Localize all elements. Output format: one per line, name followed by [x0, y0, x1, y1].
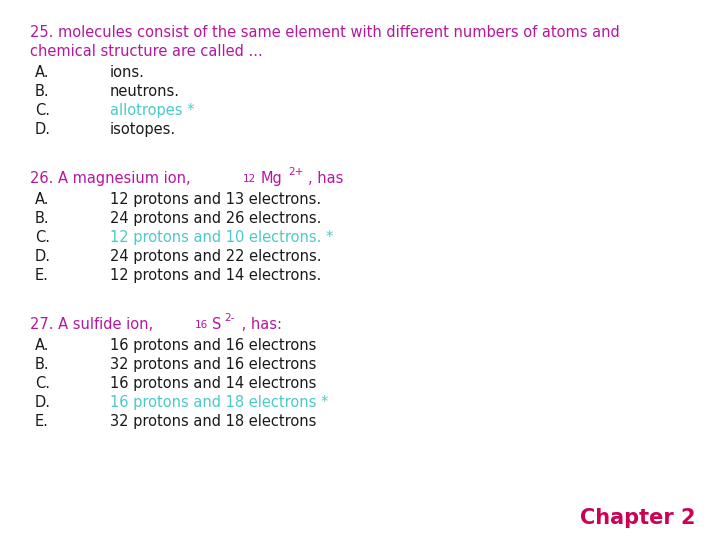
Text: S: S	[212, 317, 221, 332]
Text: 16: 16	[195, 320, 208, 330]
Text: , has:: , has:	[238, 317, 282, 332]
Text: C.: C.	[35, 230, 50, 245]
Text: 12 protons and 13 electrons.: 12 protons and 13 electrons.	[110, 192, 321, 207]
Text: A.: A.	[35, 338, 50, 353]
Text: 2-: 2-	[224, 313, 235, 323]
Text: allotropes *: allotropes *	[110, 103, 194, 118]
Text: 12: 12	[243, 174, 256, 184]
Text: A.: A.	[35, 65, 50, 80]
Text: C.: C.	[35, 103, 50, 118]
Text: , has: , has	[308, 171, 343, 186]
Text: D.: D.	[35, 249, 51, 264]
Text: C.: C.	[35, 376, 50, 391]
Text: 12: 12	[243, 174, 256, 184]
Text: D.: D.	[35, 122, 51, 137]
Text: Chapter 2: Chapter 2	[580, 508, 695, 528]
Text: 24 protons and 22 electrons.: 24 protons and 22 electrons.	[110, 249, 322, 264]
Text: E.: E.	[35, 414, 49, 429]
Text: A.: A.	[35, 192, 50, 207]
Text: 27. A sulfide ion,: 27. A sulfide ion,	[30, 317, 158, 332]
Text: 16 protons and 14 electrons: 16 protons and 14 electrons	[110, 376, 316, 391]
Text: 12 protons and 14 electrons.: 12 protons and 14 electrons.	[110, 268, 321, 283]
Text: 26. A magnesium ion,: 26. A magnesium ion,	[30, 171, 195, 186]
Text: 24 protons and 26 electrons.: 24 protons and 26 electrons.	[110, 211, 321, 226]
Text: 16 protons and 18 electrons *: 16 protons and 18 electrons *	[110, 395, 328, 410]
Text: 25. molecules consist of the same element with different numbers of atoms and: 25. molecules consist of the same elemen…	[30, 25, 620, 40]
Text: 16: 16	[195, 320, 208, 330]
Text: B.: B.	[35, 211, 50, 226]
Text: D.: D.	[35, 395, 51, 410]
Text: B.: B.	[35, 357, 50, 372]
Text: 2-: 2-	[224, 313, 235, 323]
Text: E.: E.	[35, 268, 49, 283]
Text: chemical structure are called ...: chemical structure are called ...	[30, 44, 263, 59]
Text: Mg: Mg	[261, 171, 282, 186]
Text: 12 protons and 10 electrons. *: 12 protons and 10 electrons. *	[110, 230, 333, 245]
Text: neutrons.: neutrons.	[110, 84, 180, 99]
Text: Mg: Mg	[261, 171, 282, 186]
Text: 32 protons and 16 electrons: 32 protons and 16 electrons	[110, 357, 316, 372]
Text: isotopes.: isotopes.	[110, 122, 176, 137]
Text: 2+: 2+	[289, 167, 304, 177]
Text: S: S	[212, 317, 221, 332]
Text: 16 protons and 16 electrons: 16 protons and 16 electrons	[110, 338, 316, 353]
Text: ions.: ions.	[110, 65, 145, 80]
Text: B.: B.	[35, 84, 50, 99]
Text: 2+: 2+	[289, 167, 304, 177]
Text: 32 protons and 18 electrons: 32 protons and 18 electrons	[110, 414, 316, 429]
